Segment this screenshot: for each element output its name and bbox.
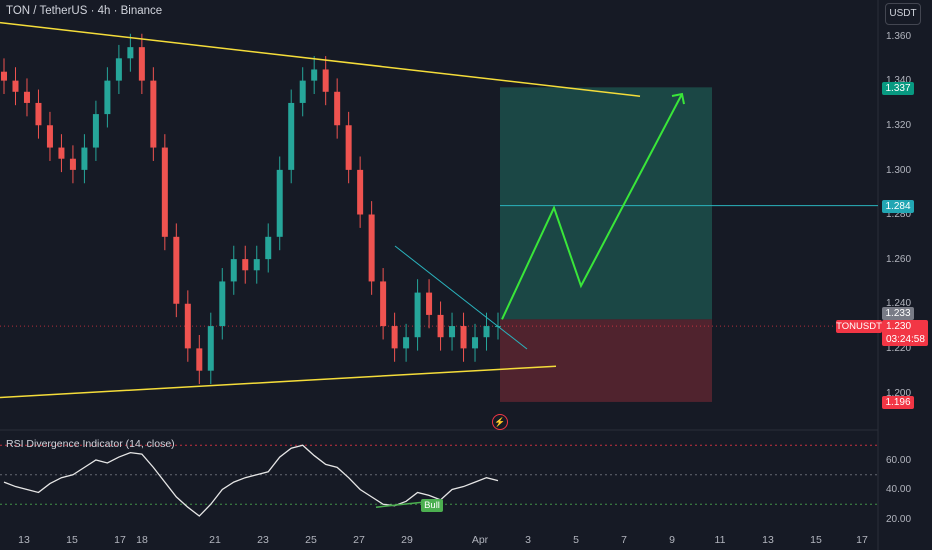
time-tick: 13	[18, 534, 30, 546]
time-tick: 9	[669, 534, 675, 546]
price-tick: 1.240	[886, 298, 912, 309]
candle-body	[230, 259, 237, 282]
candle-body	[483, 326, 490, 338]
candle-body	[35, 102, 42, 126]
candle-body	[161, 147, 168, 237]
projection-arrowhead	[671, 92, 685, 105]
time-tick: 25	[305, 534, 317, 546]
candle-body	[403, 337, 410, 349]
projection-path	[501, 93, 683, 320]
price-tick: 1.260	[886, 254, 912, 265]
candle-body	[276, 169, 283, 237]
time-tick: 23	[257, 534, 269, 546]
candle-body	[69, 158, 76, 170]
candle-body	[58, 147, 65, 159]
stop-price-badge: 1.196	[882, 396, 914, 409]
time-tick: 17	[114, 534, 126, 546]
candle-body	[311, 69, 318, 81]
price-tick: 1.360	[886, 31, 912, 42]
time-tick: 15	[810, 534, 822, 546]
candle-body	[460, 326, 467, 349]
rsi-tick: 60.00	[886, 455, 912, 466]
target-price-badge: 1.337	[882, 82, 914, 95]
candle-body	[115, 58, 122, 81]
loss-zone	[500, 319, 712, 402]
candle-body	[368, 214, 375, 282]
candle-body	[12, 80, 19, 92]
candle-body	[1, 71, 7, 81]
candle-body	[81, 147, 88, 170]
candle-body	[334, 91, 341, 126]
rsi-tick: 40.00	[886, 484, 912, 495]
candle-body	[265, 236, 272, 260]
support-trendline	[0, 365, 557, 399]
candle-body	[299, 80, 306, 103]
candle-body	[184, 303, 191, 349]
candle-body	[288, 102, 295, 170]
candle-body	[219, 281, 226, 327]
time-tick: 17	[856, 534, 868, 546]
candle-body	[414, 292, 421, 338]
candle-body	[173, 236, 180, 304]
price-tick: 1.320	[886, 120, 912, 131]
candle-body	[92, 114, 99, 148]
resistance-trendline	[0, 21, 641, 97]
candle-body	[138, 47, 145, 81]
rsi-line	[3, 444, 499, 517]
time-tick: Apr	[471, 534, 489, 546]
price-tick: 1.300	[886, 165, 912, 176]
price-tick: 1.280	[886, 209, 912, 220]
last-price-badge: 1.230 03:24:58	[882, 320, 928, 346]
time-tick: 21	[209, 534, 221, 546]
candle-body	[380, 281, 387, 327]
time-tick: 18	[136, 534, 148, 546]
time-tick: 13	[762, 534, 774, 546]
local-trendline	[394, 245, 528, 350]
time-tick: 7	[621, 534, 627, 546]
prev-price-badge: 1.233	[882, 307, 914, 320]
last-price-value: 1.230	[886, 321, 912, 332]
bar-countdown: 03:24:58	[886, 334, 925, 345]
candle-body	[345, 125, 352, 170]
lightning-icon[interactable]: ⚡	[492, 414, 508, 430]
price-tick: 1.340	[886, 75, 912, 86]
candle-body	[207, 326, 214, 371]
candle-body	[391, 326, 398, 349]
price-tick: 1.200	[886, 388, 912, 399]
profit-zone	[500, 87, 712, 320]
price-tick: 1.220	[886, 343, 912, 354]
candle-body	[426, 292, 433, 315]
candle-body	[46, 125, 53, 148]
currency-button[interactable]: USDT	[885, 3, 921, 25]
candle-body	[127, 47, 134, 59]
symbol-badge: TONUSDT	[836, 320, 882, 333]
time-tick: 29	[401, 534, 413, 546]
candle-body	[104, 80, 111, 115]
rsi-tick: 20.00	[886, 514, 912, 525]
candle-body	[150, 80, 157, 148]
time-tick: 3	[525, 534, 531, 546]
candle-body	[23, 91, 30, 103]
candle-body	[437, 314, 444, 338]
candle-body	[253, 259, 260, 271]
candle-body	[472, 337, 479, 349]
rsi-title: RSI Divergence Indicator (14, close)	[6, 438, 175, 450]
time-tick: 27	[353, 534, 365, 546]
candle-body	[322, 69, 329, 92]
candle-body	[449, 326, 456, 338]
hline-price-badge: 1.284	[882, 200, 914, 213]
bull-divergence-label: Bull	[421, 499, 443, 512]
chart-title: TON / TetherUS · 4h · Binance	[6, 5, 163, 17]
candle-body	[242, 259, 249, 271]
time-tick: 5	[573, 534, 579, 546]
candle-body	[196, 348, 203, 371]
candle-body	[357, 169, 364, 215]
time-tick: 11	[714, 534, 726, 546]
time-tick: 15	[66, 534, 78, 546]
